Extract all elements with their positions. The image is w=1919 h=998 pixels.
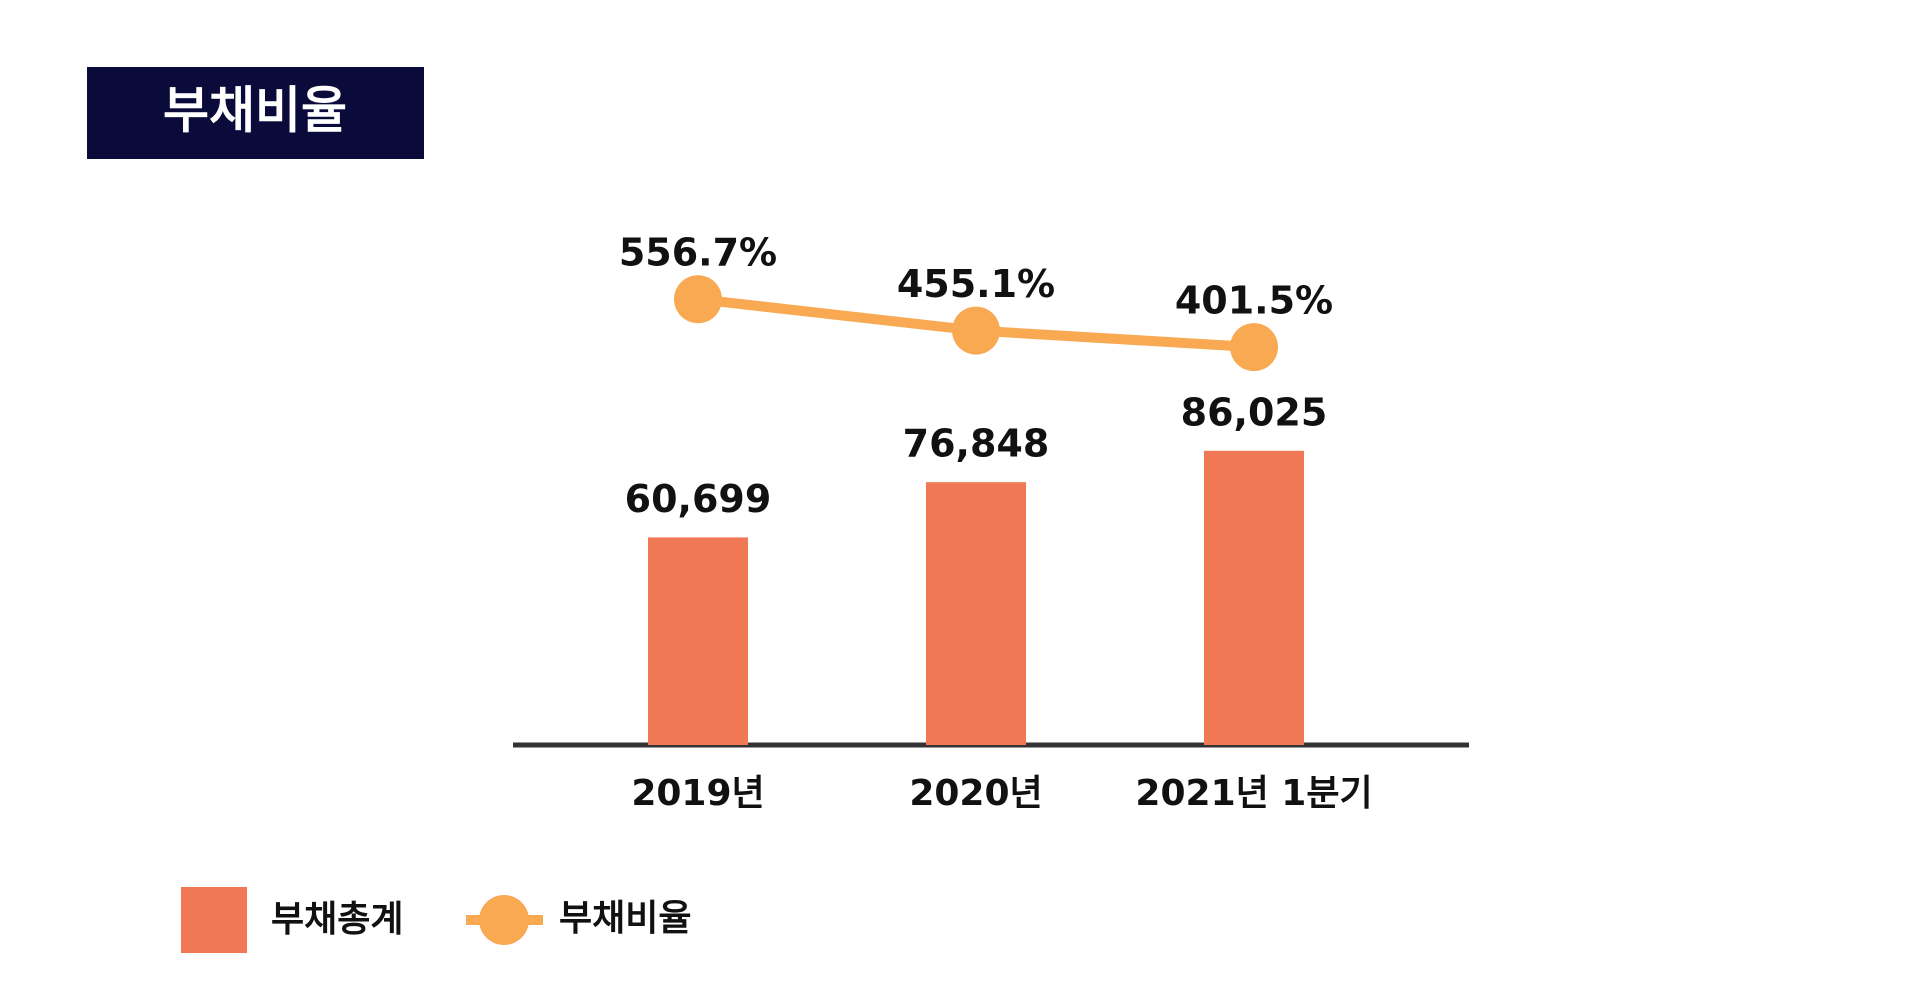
data-label: 401.5% (1175, 279, 1333, 323)
bar (1204, 450, 1304, 745)
data-label: 455.1% (897, 262, 1055, 306)
line-point (674, 275, 722, 324)
line-point (1230, 323, 1278, 372)
legend-swatch (479, 895, 529, 945)
x-tick-label: 2020년 (909, 773, 1042, 814)
legend-label: 부채총계 (271, 899, 403, 940)
data-label: 86,025 (1181, 390, 1328, 434)
title-box (87, 67, 424, 159)
line-point (952, 306, 1000, 355)
legend-swatch (181, 887, 247, 953)
x-tick-label: 2021년 1분기 (1135, 773, 1372, 814)
bar (926, 482, 1026, 745)
bar (648, 537, 748, 745)
chart-title: 부채비율 (163, 82, 347, 140)
legend-label: 부채비율 (559, 898, 691, 939)
data-label: 76,848 (903, 422, 1050, 466)
data-label: 556.7% (619, 231, 777, 275)
x-tick-label: 2019년 (631, 773, 764, 814)
data-label: 60,699 (625, 477, 772, 521)
